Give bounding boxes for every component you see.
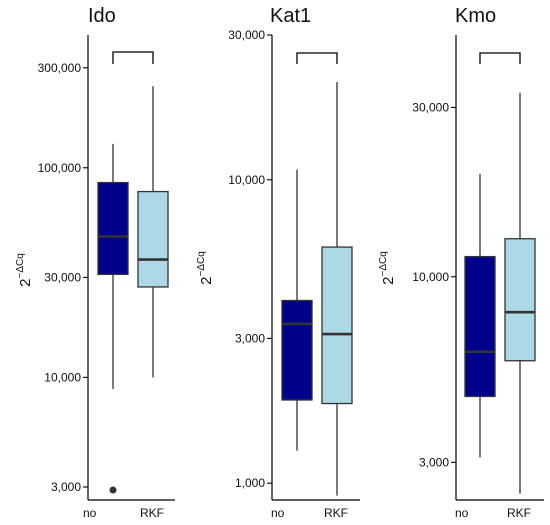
panel-title: Ido: [88, 5, 116, 27]
y-tick-label: 3,000: [419, 455, 449, 469]
y-axis-label: 2−ΔCq: [378, 251, 397, 285]
y-axis-label-exponent: −ΔCq: [196, 251, 207, 276]
y-tick-label: 30,000: [44, 270, 81, 284]
y-axis-label: 2−ΔCq: [15, 253, 34, 287]
y-axis-label-base: 2: [17, 278, 34, 286]
box-no: [97, 181, 129, 276]
y-tick-label: 3,000: [51, 480, 81, 494]
box-RKF: [137, 190, 169, 288]
panel-kat1: Kat1 2−ΔCq 1,000 3,000 10,000 30,000 no RKF: [196, 5, 360, 520]
x-tick-label-no: no: [271, 506, 285, 520]
x-tick-label-rkf: RKF: [324, 506, 348, 520]
y-tick-label: 1,000: [235, 476, 265, 490]
y-tick-label: 30,000: [228, 28, 265, 42]
y-axis-label-base: 2: [380, 276, 397, 284]
y-tick-label: 300,000: [38, 61, 82, 75]
y-tick-label: 10,000: [228, 173, 265, 187]
box-no: [464, 255, 496, 398]
y-axis-label-base: 2: [198, 276, 215, 284]
comparison-bracket: [479, 52, 521, 64]
y-ticks: 3,000 10,000 30,000: [412, 100, 456, 469]
y-axis-label: 2−ΔCq: [196, 251, 215, 285]
y-tick-label: 3,000: [235, 331, 265, 345]
box-RKF: [504, 238, 536, 362]
x-tick-label-rkf: RKF: [507, 506, 531, 520]
y-axis-label-exponent: −ΔCq: [378, 251, 389, 276]
y-tick-label: 10,000: [44, 370, 81, 384]
comparison-bracket: [112, 51, 154, 64]
boxes: [97, 86, 169, 494]
y-tick-label: 100,000: [38, 161, 82, 175]
y-tick-label: 30,000: [412, 100, 449, 114]
box-RKF: [321, 246, 353, 405]
y-tick-label: 10,000: [412, 270, 449, 284]
comparison-bracket: [296, 52, 338, 64]
x-tick-label-no: no: [455, 506, 469, 520]
y-ticks: 1,000 3,000 10,000 30,000: [228, 28, 272, 490]
panel-title: Kat1: [270, 5, 311, 27]
panel-kmo: Kmo 2−ΔCq 3,000 10,000 30,000 no RKF: [378, 5, 544, 520]
y-ticks: 3,000 10,000 30,000 100,000 300,000: [38, 61, 88, 494]
boxes: [464, 92, 536, 494]
panel-title: Kmo: [455, 5, 496, 27]
x-tick-label-no: no: [83, 506, 97, 520]
boxes: [281, 81, 353, 496]
box-no: [281, 299, 313, 401]
panel-ido: Ido 2−ΔCq 3,000 10,000 30,000 100,000 300,00…: [15, 5, 175, 520]
x-tick-label-rkf: RKF: [140, 506, 164, 520]
outlier-point: [109, 486, 117, 494]
y-axis-label-exponent: −ΔCq: [15, 253, 26, 278]
